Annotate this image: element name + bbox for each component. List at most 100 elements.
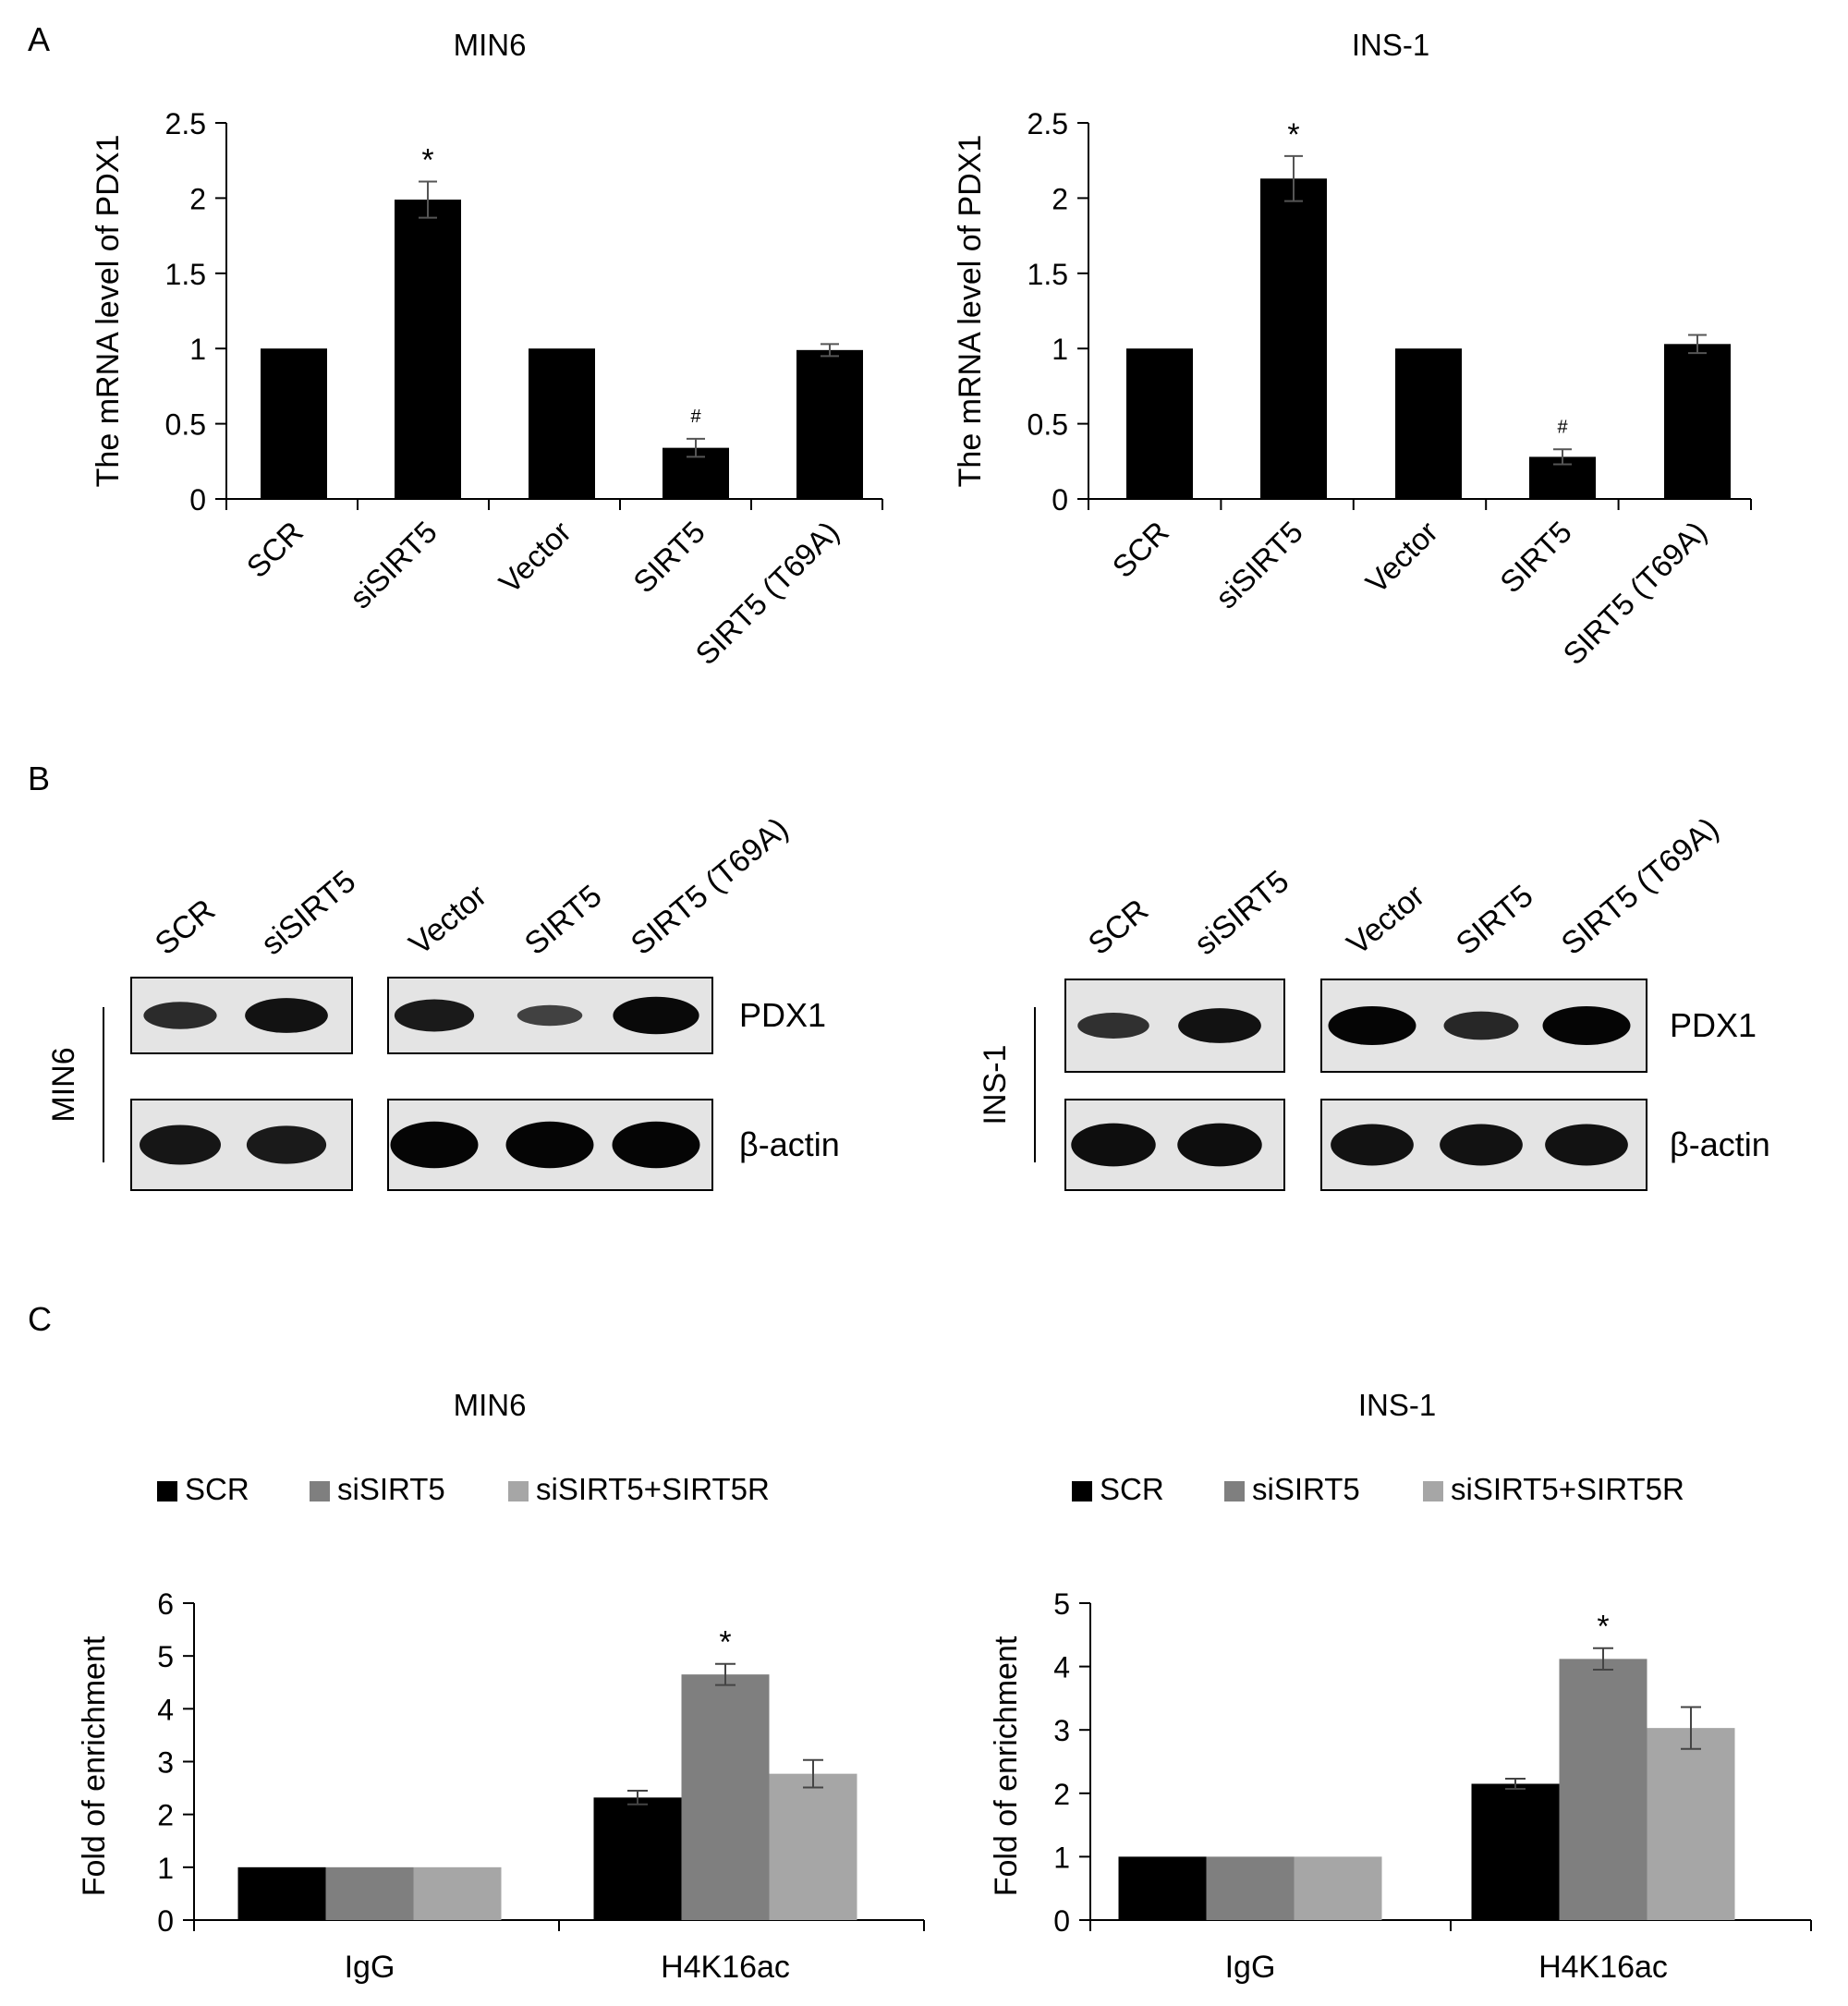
panel-label-a: A (28, 20, 50, 58)
y-tick-label: 0.5 (165, 408, 206, 442)
chart-c-min6: MIN6 Fold of enrichment SCR siSIRT5 siSIRT5+… (77, 1388, 925, 1985)
lane-label: SCR (149, 893, 222, 962)
chart-title: INS-1 (1352, 28, 1429, 62)
y-tick-label: 5 (157, 1640, 174, 1673)
bar-sisirt5 (1260, 178, 1327, 499)
band-actin-lane-1 (1177, 1123, 1262, 1167)
x-tick-label: SCR (1106, 515, 1175, 584)
legend-swatch-0 (157, 1481, 177, 1501)
x-tick-label: SIRT5 (T69A) (1556, 515, 1713, 672)
y-tick-label: 0 (189, 483, 206, 517)
chart-c-ins1: INS-1 Fold of enrichment SCR siSIRT5 siSIRT5… (989, 1388, 1812, 1985)
legend-swatch-2 (1423, 1481, 1443, 1501)
x-tick-label: SCR (240, 515, 310, 584)
legend-label-2: siSIRT5+SIRT5R (1451, 1472, 1684, 1506)
y-tick-label: 6 (157, 1587, 174, 1621)
cell-line-label: MIN6 (46, 1047, 81, 1122)
band-actin-lane-3 (1440, 1124, 1523, 1166)
y-tick-label: 2 (1053, 1778, 1070, 1811)
bar-scr (261, 348, 327, 499)
blots-layer: SCR siSIRT5 Vector SIRT5 SIRT5 (T69A)PDX1β-a… (46, 811, 1770, 1191)
y-tick-label: 4 (1053, 1651, 1070, 1684)
lane-label: SIRT5 (518, 878, 609, 962)
bar-sirt5-t69a- (1664, 344, 1731, 499)
y-tick-label: 1 (189, 333, 206, 366)
bar-igg-0 (237, 1866, 326, 1920)
legend-label-0: SCR (1100, 1472, 1164, 1506)
chart-title: INS-1 (1358, 1388, 1436, 1422)
y-tick-label: 2 (1052, 182, 1068, 215)
band-actin-lane-0 (140, 1125, 221, 1165)
chart-a-ins1: INS-1 The mRNA level of PDX1 0 0.5 1 1.5 2 2.5 S… (953, 28, 1752, 672)
bar-vector (529, 348, 595, 499)
chart-title: MIN6 (454, 28, 527, 62)
legend-swatch-1 (310, 1481, 330, 1501)
significance-mark: * (1597, 1610, 1609, 1645)
x-tick-label: SIRT5 (626, 515, 711, 600)
bar-h4k16ac-1 (1559, 1659, 1647, 1920)
x-tick-label: Vector (492, 515, 578, 600)
bar-sisirt5 (395, 200, 461, 499)
bar-h4k16ac-2 (769, 1773, 857, 1920)
y-tick-label: 0.5 (1027, 408, 1068, 442)
x-tick-label: SIRT5 (1493, 515, 1578, 600)
x-tick-label: siSIRT5 (343, 515, 444, 615)
band-actin-lane-2 (1331, 1124, 1414, 1166)
bar-igg-2 (1294, 1856, 1382, 1920)
bar-igg-1 (325, 1866, 414, 1920)
blot-row-label: β-actin (739, 1125, 840, 1163)
band-pdx1-lane-1 (1178, 1008, 1261, 1043)
lane-label: siSIRT5 (255, 864, 363, 962)
lane-label: SCR (1082, 893, 1155, 962)
bar-sirt5-t69a- (796, 349, 863, 499)
legend-swatch-2 (508, 1481, 529, 1501)
blot-row-label: PDX1 (1670, 1006, 1757, 1044)
y-tick-label: 2 (189, 182, 206, 215)
band-pdx1-lane-3 (1443, 1011, 1519, 1040)
blot-b-ins1: SCR siSIRT5 Vector SIRT5 SIRT5 (T69A) PDX1 β-a… (978, 811, 1770, 1191)
band-pdx1-lane-3 (517, 1004, 583, 1027)
y-tick-label: 4 (157, 1693, 174, 1726)
lane-label: SIRT5 (T69A) (625, 811, 796, 963)
y-tick-label: 3 (1053, 1714, 1070, 1747)
chart-title: MIN6 (454, 1388, 527, 1422)
y-tick-label: 1 (1052, 333, 1068, 366)
y-tick-label: 0 (1053, 1904, 1070, 1938)
legend-label-0: SCR (185, 1472, 249, 1506)
band-actin-lane-1 (246, 1125, 327, 1164)
blot-row-label: β-actin (1670, 1125, 1770, 1163)
bar-h4k16ac-1 (681, 1674, 770, 1920)
band-pdx1-lane-4 (1542, 1006, 1631, 1045)
lane-label: Vector (403, 878, 493, 962)
x-tick-label: SIRT5 (T69A) (688, 515, 845, 672)
bar-h4k16ac-2 (1647, 1728, 1735, 1920)
y-tick-label: 3 (157, 1746, 174, 1780)
y-axis-label: The mRNA level of PDX1 (953, 135, 988, 488)
y-tick-label: 1 (1053, 1841, 1070, 1874)
significance-mark: * (719, 1625, 731, 1660)
x-tick-label: Vector (1359, 515, 1444, 600)
lane-label: SIRT5 (1450, 878, 1540, 962)
bar-igg-2 (413, 1866, 502, 1920)
blot-row-label: PDX1 (739, 996, 826, 1034)
bar-scr (1126, 348, 1193, 499)
y-tick-label: 5 (1053, 1587, 1070, 1621)
band-actin-lane-0 (1071, 1123, 1156, 1167)
significance-mark: # (690, 407, 701, 427)
y-axis-label: Fold of enrichment (77, 1635, 112, 1896)
panel-label-c: C (28, 1300, 52, 1338)
y-axis-label: Fold of enrichment (989, 1635, 1024, 1896)
band-pdx1-lane-0 (1077, 1013, 1149, 1039)
lane-label: siSIRT5 (1188, 864, 1296, 962)
y-tick-label: 1.5 (1027, 258, 1068, 291)
lane-label: Vector (1341, 878, 1431, 962)
band-actin-lane-4 (1545, 1124, 1628, 1166)
significance-mark: * (421, 142, 433, 177)
band-pdx1-lane-4 (613, 996, 699, 1035)
band-actin-lane-3 (505, 1121, 594, 1169)
legend-label-2: siSIRT5+SIRT5R (536, 1472, 770, 1506)
y-tick-label: 1.5 (165, 258, 206, 291)
legend-swatch-1 (1224, 1481, 1245, 1501)
band-actin-lane-2 (390, 1121, 479, 1169)
